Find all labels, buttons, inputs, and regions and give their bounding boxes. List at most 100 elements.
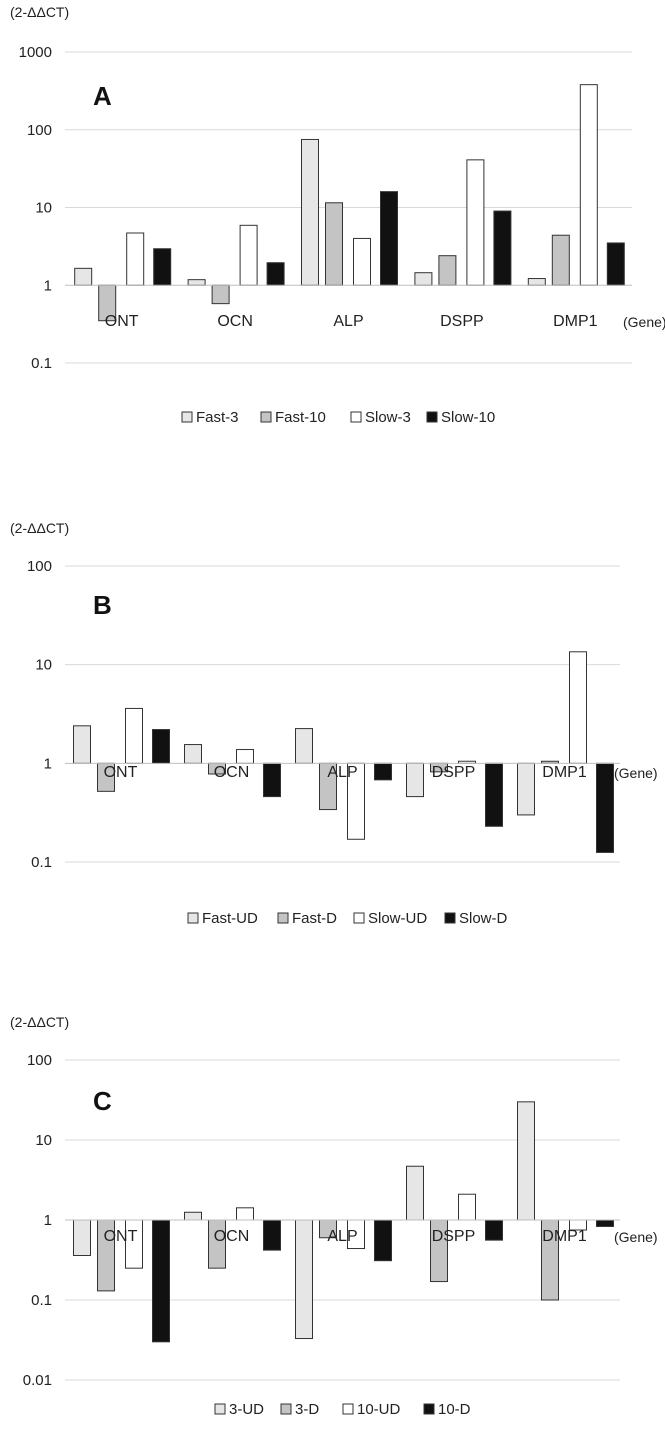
x-category-label: ONT [104,764,138,781]
bar-10-d-ocn [263,1219,281,1251]
y-tick-label: 1 [44,1212,52,1229]
bar-3-ud-dspp [406,1165,424,1221]
x-axis-unit-label: (Gene) [623,314,665,330]
legend-label: Slow-UD [368,910,427,927]
legend-label: Fast-D [292,910,337,927]
bar-3-ud-dmp1 [517,1101,535,1221]
bar-slow-d-ocn [263,762,281,798]
legend-swatch [426,411,438,423]
x-category-label: OCN [214,764,250,781]
x-category-label: ALP [327,764,357,781]
bar-fast-3-ont [74,267,93,286]
bar-3-ud-ocn [184,1211,202,1221]
panel-label: C [93,1086,112,1116]
bar-3-ud-alp [295,1219,313,1340]
x-category-label: DMP1 [542,764,587,781]
y-tick-label: 0.1 [31,1292,52,1309]
bar-slow-10-ont [153,248,172,286]
y-tick-label: 1000 [19,44,52,61]
x-category-label: DMP1 [553,313,598,330]
y-tick-label: 10 [35,200,52,217]
bar-slow-10-ocn [266,262,285,286]
y-tick-label: 0.1 [31,854,52,871]
legend-swatch [423,1403,435,1415]
legend-label: Fast-3 [196,409,239,426]
bar-slow-d-ont [152,729,170,764]
bar-fast-ud-ocn [184,744,202,764]
bar-slow-ud-dmp1 [569,651,587,764]
bar-10-d-ont [152,1219,170,1343]
y-tick-label: 1 [44,277,52,294]
x-axis-unit-label: (Gene) [614,1229,658,1245]
bar-10-d-dspp [485,1219,503,1241]
bar-slow-3-dmp1 [579,84,598,286]
bar-fast-ud-ont [73,725,91,764]
y-tick-label: 10 [35,657,52,674]
y-tick-label: 10 [35,1132,52,1149]
x-category-label: OCN [214,1228,250,1245]
bar-fast-ud-dspp [406,762,424,798]
x-category-label: ONT [105,313,139,330]
bar-slow-3-alp [353,237,371,286]
y-tick-label: 1 [44,755,52,772]
legend-swatch [342,1403,354,1415]
legend-label: Slow-3 [365,409,411,426]
legend-label: 3-D [295,1401,319,1418]
bar-10-ud-dspp [458,1193,476,1221]
bar-slow-3-dspp [466,159,485,286]
legend-swatch [181,411,193,423]
bar-slow-d-dmp1 [596,762,614,853]
bar-fast-10-ocn [211,284,230,305]
legend-label: Slow-D [459,910,508,927]
panel-label: B [93,590,112,620]
x-category-label: OCN [217,313,253,330]
x-category-label: DMP1 [542,1228,587,1245]
bar-10-d-dmp1 [596,1219,614,1227]
legend-label: 10-D [438,1401,471,1418]
legend-label: 3-UD [229,1401,264,1418]
bar-fast-3-dmp1 [527,278,546,286]
bar-slow-ud-ocn [236,749,254,764]
y-tick-label: 100 [27,122,52,139]
y-axis-unit-label: (2-ΔΔCT) [10,4,69,20]
x-category-label: ONT [104,1228,138,1245]
bar-fast-10-dspp [438,255,457,286]
legend-swatch [214,1403,226,1415]
bar-fast-ud-dmp1 [517,762,535,816]
legend-swatch [277,912,289,924]
bar-slow-d-alp [374,762,392,781]
y-tick-label: 100 [27,1052,52,1069]
legend-label: Fast-UD [202,910,258,927]
x-category-label: DSPP [432,764,476,781]
panel-label: A [93,81,112,111]
bar-slow-10-dspp [493,210,512,286]
legend-swatch [444,912,456,924]
bar-slow-d-dspp [485,762,503,827]
x-category-label: ALP [327,1228,357,1245]
bar-slow-3-ont [126,232,145,286]
bar-slow-10-alp [380,191,398,286]
y-tick-label: 0.01 [23,1372,52,1389]
x-category-label: DSPP [440,313,484,330]
legend-swatch [260,411,272,423]
bar-fast-3-dspp [414,272,433,286]
bar-fast-10-alp [325,202,343,286]
legend-label: Fast-10 [275,409,326,426]
x-category-label: ALP [333,313,363,330]
bar-10-ud-ocn [236,1207,254,1221]
bar-3-ud-ont [73,1219,91,1256]
y-axis-unit-label: (2-ΔΔCT) [10,1014,69,1030]
bar-slow-10-dmp1 [606,242,625,286]
legend-swatch [353,912,365,924]
y-tick-label: 0.1 [31,355,52,372]
bar-fast-3-ocn [187,279,206,286]
bar-fast-10-dmp1 [551,234,570,286]
x-axis-unit-label: (Gene) [614,765,658,781]
legend-label: Slow-10 [441,409,495,426]
bar-fast-3-alp [301,138,319,286]
legend-label: 10-UD [357,1401,401,1418]
bar-fast-ud-alp [295,728,313,764]
legend-swatch [280,1403,292,1415]
legend-swatch [187,912,199,924]
